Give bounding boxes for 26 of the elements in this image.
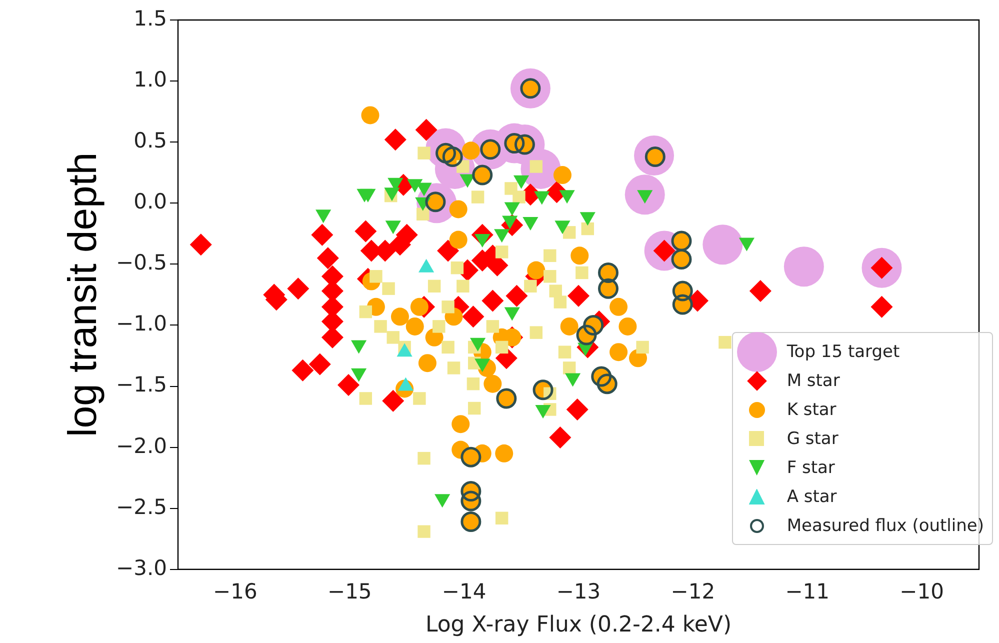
y-tick-label: 1.0: [134, 68, 167, 92]
y-tick-label: 0.0: [134, 190, 167, 214]
x-tick-label: −10: [900, 579, 944, 604]
y-tick-label: −1.5: [116, 372, 167, 397]
y-axis-title: log transit depth: [61, 152, 106, 438]
y-tick-label: −2.0: [116, 434, 167, 458]
legend-label: F star: [786, 458, 835, 478]
x-tick-label: −14: [442, 579, 486, 604]
y-tick-label: −3.0: [116, 556, 167, 580]
legend-label: Top 15 target: [786, 342, 900, 362]
legend-label: K star: [786, 400, 836, 420]
legend-label: G star: [786, 428, 838, 448]
x-tick-label: −16: [213, 579, 258, 604]
y-tick-label: −1.0: [116, 312, 167, 336]
y-tick-label: 1.5: [134, 6, 167, 30]
y-tick-label: −0.5: [116, 250, 167, 275]
x-tick-label: −11: [785, 579, 830, 604]
x-tick-label: −15: [327, 579, 372, 604]
legend-label: A star: [786, 486, 837, 506]
y-tick-label: −2.5: [116, 494, 167, 519]
legend-label: M star: [786, 370, 840, 390]
legend-label: Measured flux (outline): [786, 516, 984, 536]
x-tick-label: −12: [670, 579, 716, 604]
x-tick-label: −13: [556, 579, 601, 604]
y-tick-label: 0.5: [134, 128, 167, 153]
x-axis-title: Log X-ray Flux (0.2-2.4 keV): [425, 612, 732, 638]
